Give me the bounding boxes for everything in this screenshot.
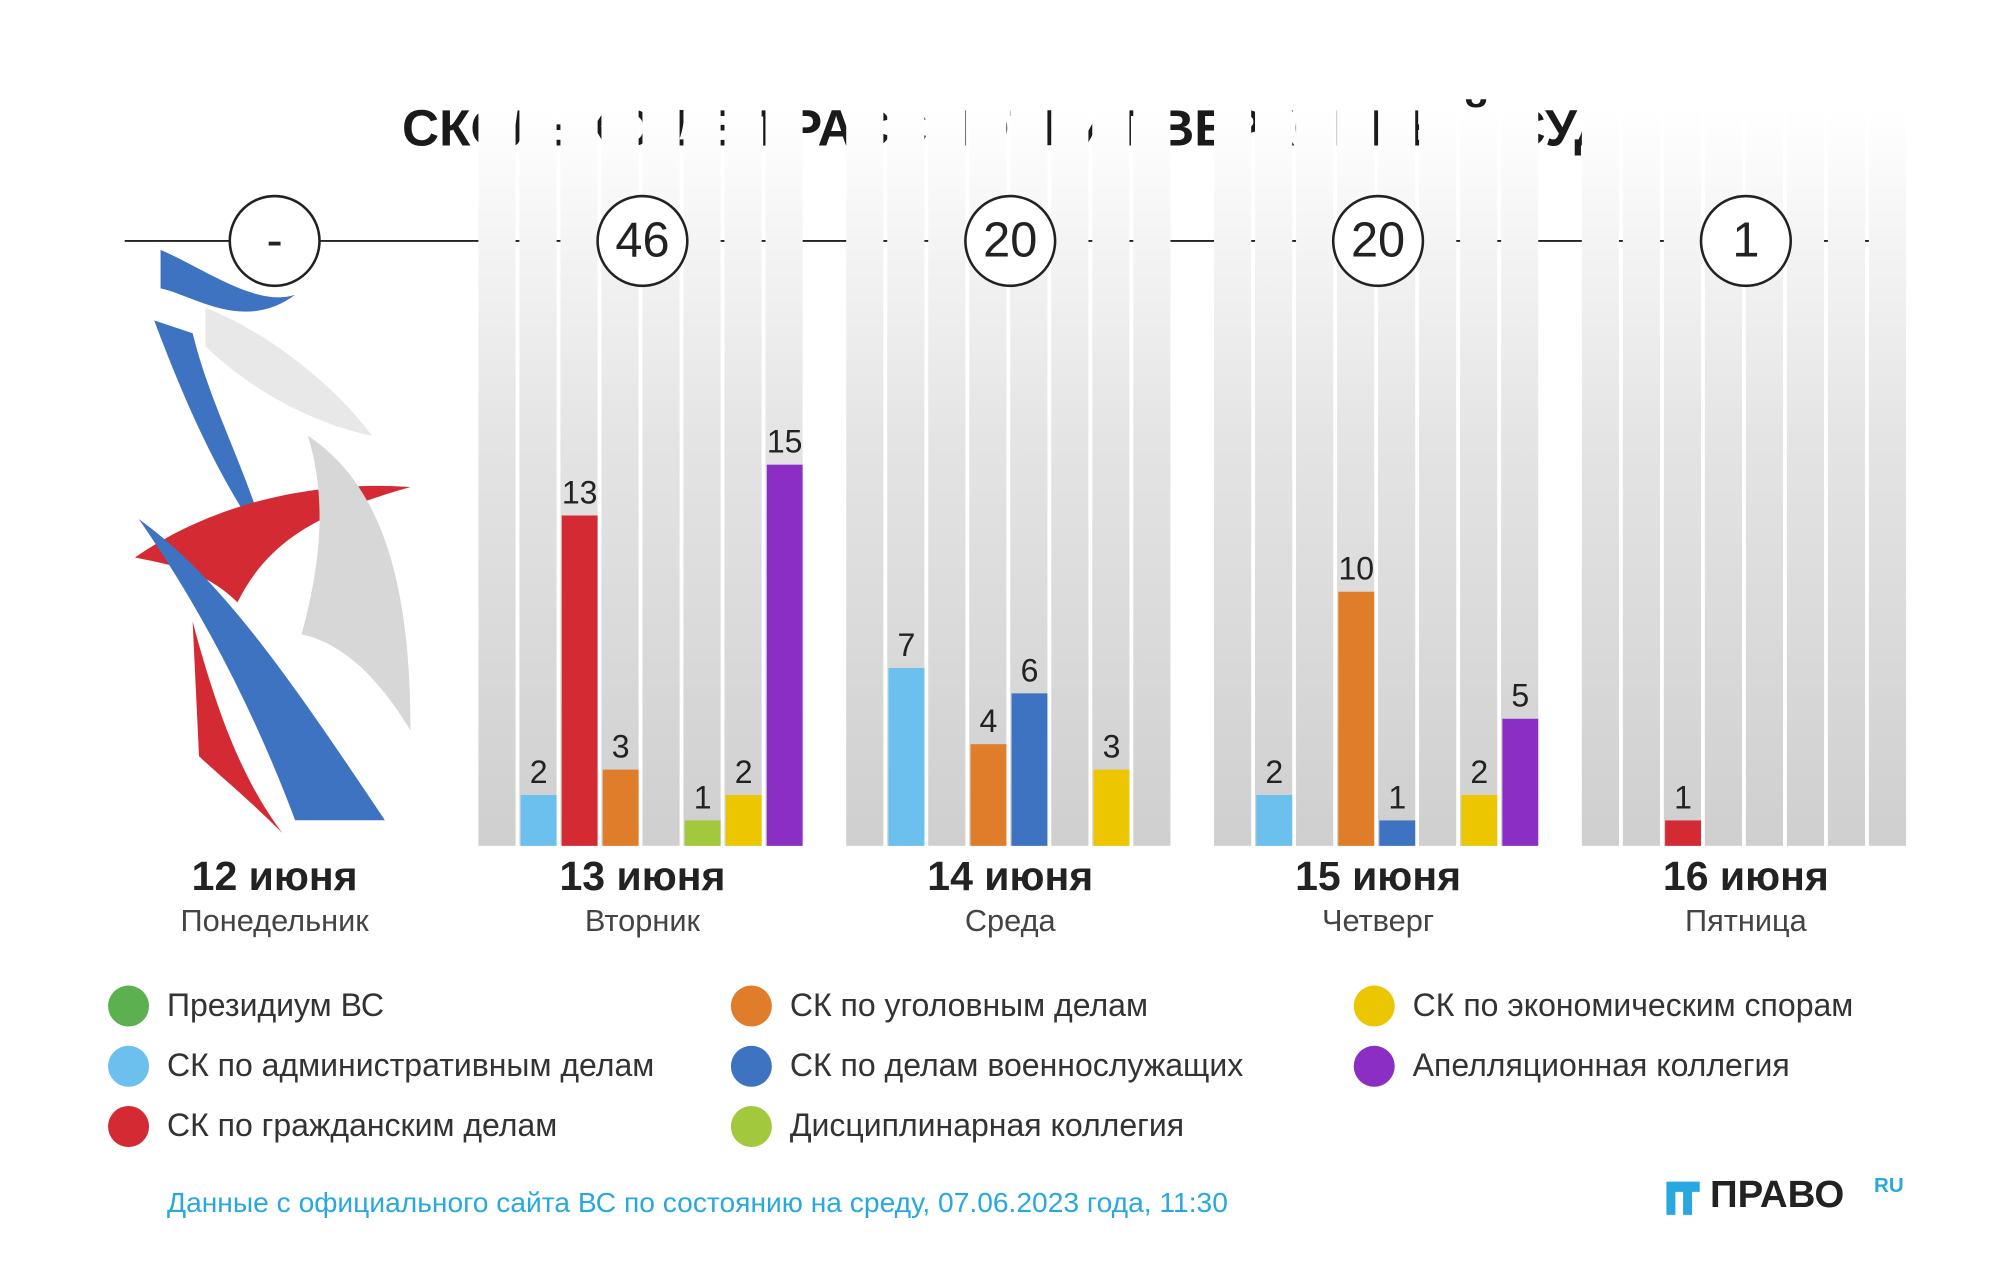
date-label: 14 июня: [927, 853, 1093, 899]
column-background: [1663, 108, 1702, 846]
value-label: 3: [1103, 729, 1121, 765]
logo-name: ПРАВО: [1710, 1173, 1844, 1216]
total-circle: [1331, 194, 1425, 288]
bar: [725, 795, 762, 846]
legend-label: СК по уголовным делам: [790, 987, 1148, 1023]
column-background: [1255, 108, 1293, 846]
column-background: [1092, 108, 1130, 846]
total-circle: [596, 194, 689, 288]
value-label: 1: [1388, 779, 1406, 815]
bar: [602, 769, 639, 846]
bar: [1461, 795, 1498, 846]
logo-icon: [1666, 1181, 1700, 1215]
bar: [1665, 820, 1702, 846]
bar: [1256, 795, 1293, 846]
logo-suffix: RU: [1874, 1174, 1904, 1197]
column-background: [1827, 108, 1866, 846]
legend-swatch: [730, 1045, 772, 1087]
total-circle: [228, 194, 321, 288]
legend-swatch: [730, 985, 772, 1027]
weekday-label: Вторник: [585, 903, 701, 938]
date-label: 13 июня: [559, 853, 725, 899]
weekday-label: Пятница: [1685, 903, 1808, 938]
bar: [1502, 718, 1539, 846]
column-background: [1786, 108, 1825, 846]
bar: [1338, 591, 1375, 846]
bar: [1011, 693, 1048, 846]
day-total: 1: [1732, 213, 1759, 267]
column-background: [846, 108, 884, 846]
value-label: 7: [898, 627, 916, 663]
legend-label: СК по административным делам: [167, 1047, 654, 1083]
value-label: 15: [767, 424, 803, 460]
legend-label: Апелляционная коллегия: [1413, 1047, 1790, 1083]
column-background: [1581, 108, 1619, 846]
source-note: Данные с официального сайта ВС по состоя…: [167, 1186, 1228, 1218]
column-background: [1622, 108, 1661, 846]
column-background: [928, 108, 966, 846]
bar: [1379, 820, 1416, 846]
column-background: [1133, 108, 1171, 846]
bar: [561, 515, 598, 846]
column-background: [724, 108, 762, 846]
column-background: [1051, 108, 1089, 846]
legend-swatch: [108, 985, 150, 1027]
weekday-label: Понедельник: [181, 903, 370, 938]
day-total: 20: [1351, 213, 1405, 267]
legend-swatch: [108, 1045, 150, 1087]
bar: [684, 820, 721, 846]
legend-label: Президиум ВС: [167, 987, 384, 1023]
total-circle: [1699, 194, 1793, 288]
brand-logo: ПРАВО RU: [1666, 1173, 1904, 1216]
weekday-label: Четверг: [1322, 903, 1434, 938]
value-label: 10: [1338, 551, 1374, 587]
date-label: 15 июня: [1295, 853, 1461, 899]
column-background: [478, 108, 516, 846]
legend-swatch: [730, 1105, 772, 1147]
bar: [888, 667, 925, 846]
value-label: 2: [1470, 754, 1488, 790]
flag-ribbons: [134, 249, 411, 834]
column-background: [1419, 108, 1457, 846]
value-label: 6: [1021, 652, 1039, 688]
legend-label: СК по делам военнослужащих: [790, 1047, 1243, 1083]
value-label: 2: [530, 754, 548, 790]
legend-swatch: [108, 1105, 150, 1147]
date-label: 16 июня: [1663, 853, 1829, 899]
legend-swatch: [1353, 985, 1395, 1027]
day-total: -: [267, 213, 283, 267]
legend-label: СК по гражданским делам: [167, 1107, 557, 1143]
value-label: 1: [1674, 779, 1692, 815]
value-label: 5: [1511, 678, 1529, 714]
column-background: [1214, 108, 1252, 846]
bar: [766, 464, 803, 846]
total-circle: [964, 194, 1057, 288]
column-background: [1460, 108, 1498, 846]
value-label: 1: [694, 779, 712, 815]
bar: [520, 795, 557, 846]
value-label: 2: [735, 754, 753, 790]
value-label: 3: [612, 729, 630, 765]
day-total: 46: [615, 213, 669, 267]
day-total: 20: [983, 213, 1037, 267]
legend-label: СК по экономическим спорам: [1413, 987, 1854, 1023]
bar: [970, 744, 1007, 846]
weekday-label: Среда: [965, 903, 1057, 938]
value-label: 2: [1265, 754, 1283, 790]
column-background: [683, 108, 721, 846]
value-label: 4: [980, 703, 998, 739]
column-background: [1296, 108, 1334, 846]
column-background: [519, 108, 557, 846]
bar: [1093, 769, 1130, 846]
legend-label: Дисциплинарная коллегия: [790, 1107, 1184, 1143]
date-label: 12 июня: [192, 853, 358, 899]
value-label: 13: [562, 474, 598, 510]
legend-swatch: [1353, 1045, 1395, 1087]
column-background: [1868, 108, 1907, 846]
